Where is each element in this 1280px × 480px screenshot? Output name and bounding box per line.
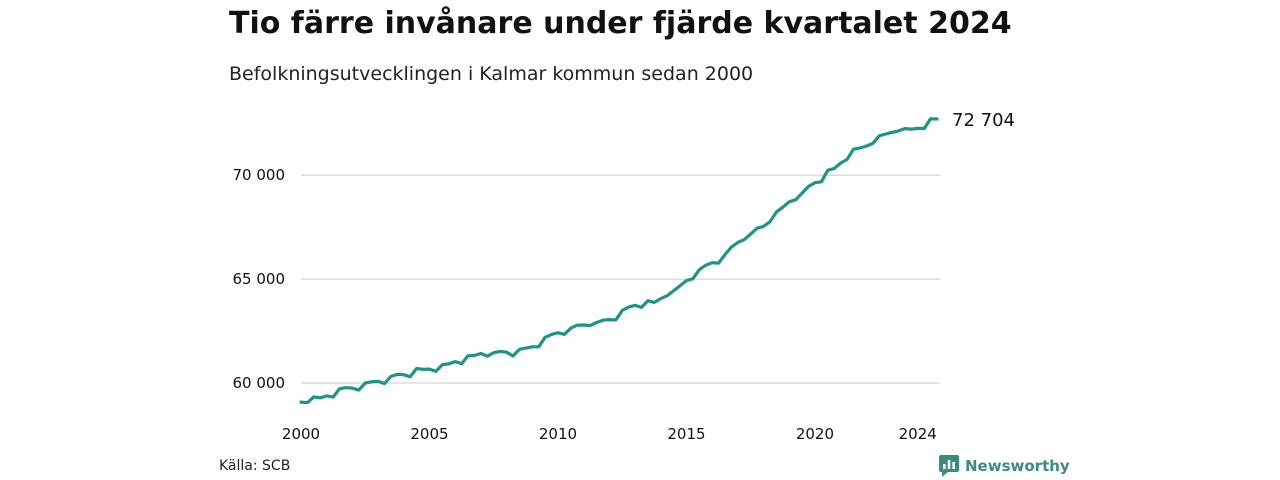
x-tick-label-2020: 2020 (796, 425, 834, 443)
y-tick-label-65000: 65 000 (233, 270, 286, 288)
newsworthy-icon (939, 455, 959, 477)
x-tick-label-2000: 2000 (282, 425, 320, 443)
x-tick-label-2024: 2024 (899, 425, 937, 443)
y-tick-label-60000: 60 000 (233, 374, 286, 392)
end-value-label: 72 704 (952, 110, 1015, 131)
brand-name: Newsworthy (965, 457, 1070, 475)
chart-title: Tio färre invånare under fjärde kvartale… (229, 6, 1012, 41)
chart-subtitle: Befolkningsutvecklingen i Kalmar kommun … (229, 63, 754, 85)
y-tick-label-70000: 70 000 (233, 166, 286, 184)
source-note: Källa: SCB (219, 458, 291, 474)
newsworthy-logo[interactable]: Newsworthy (939, 455, 1070, 477)
x-tick-label-2005: 2005 (410, 425, 448, 443)
x-tick-label-2010: 2010 (539, 425, 577, 443)
population-line (299, 117, 939, 405)
x-tick-label-2015: 2015 (667, 425, 705, 443)
